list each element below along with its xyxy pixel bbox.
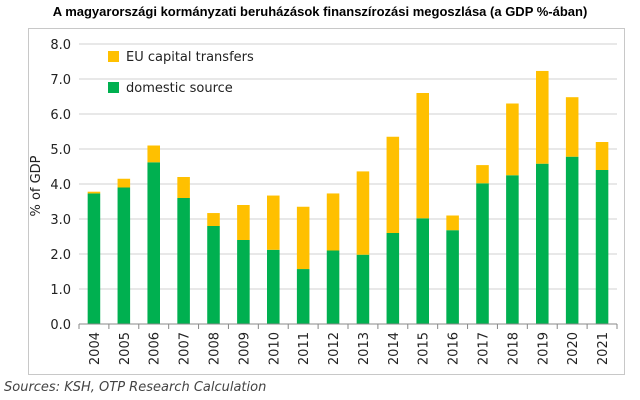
x-tick-label: 2017	[477, 332, 492, 365]
x-tick-label: 2009	[237, 332, 252, 365]
bar-eu-2008	[207, 213, 220, 226]
y-tick-label: 7.0	[50, 73, 71, 88]
bar-eu-2021	[595, 142, 609, 170]
bar-domestic-2013	[356, 254, 370, 324]
bar-eu-2009	[237, 205, 250, 240]
bar-domestic-2005	[117, 187, 131, 324]
bar-eu-2016	[446, 215, 459, 231]
bar-domestic-2019	[536, 163, 549, 324]
bar-domestic-2018	[506, 175, 519, 324]
x-tick-label: 2018	[506, 332, 521, 365]
legend-label: domestic source	[126, 81, 233, 96]
bar-domestic-2008	[207, 226, 220, 324]
bar-eu-2011	[296, 206, 310, 270]
x-tick-label: 2021	[596, 332, 611, 365]
source-note: Sources: KSH, OTP Research Calculation	[4, 380, 267, 395]
bar-eu-2006	[147, 145, 160, 163]
x-tick-label: 2012	[327, 332, 342, 365]
legend-label: EU capital transfers	[126, 50, 254, 65]
bar-eu-2014	[386, 136, 400, 233]
bar-domestic-2012	[326, 250, 340, 324]
bar-domestic-2010	[267, 249, 280, 324]
x-tick-label: 2016	[447, 332, 462, 365]
y-tick-label: 8.0	[50, 38, 71, 53]
y-tick-label: 5.0	[50, 143, 71, 158]
gridlines	[79, 43, 617, 290]
y-tick-label: 0.0	[50, 318, 71, 333]
chart-title: A magyarországi kormányzati beruházások …	[52, 4, 588, 19]
legend: EU capital transfers domestic source	[108, 50, 254, 96]
bar-eu-2015	[416, 93, 429, 219]
chart-frame	[28, 28, 625, 375]
bar-eu-2005	[117, 178, 131, 188]
y-axis-ticks: 0.0 1.0 2.0 3.0 4.0 5.0 6.0 7.0 8.0	[50, 38, 71, 333]
bar-domestic-2017	[476, 183, 489, 324]
bar-domestic-2006	[147, 162, 160, 324]
y-tick-label: 3.0	[50, 213, 71, 228]
bar-eu-2004	[87, 191, 101, 194]
bar-eu-2012	[326, 193, 340, 251]
legend-swatch	[108, 51, 119, 62]
bar-domestic-2021	[595, 170, 609, 324]
x-tick-label: 2014	[387, 332, 402, 365]
y-tick-label: 1.0	[50, 283, 71, 298]
x-tick-label: 2005	[118, 332, 133, 365]
y-tick-label: 6.0	[50, 108, 71, 123]
bar-eu-2013	[356, 171, 370, 255]
bar-eu-2019	[536, 70, 549, 164]
bar-eu-2018	[506, 103, 519, 176]
bar-domestic-2004	[87, 193, 101, 324]
bar-domestic-2020	[565, 156, 579, 324]
bar-eu-2017	[476, 165, 489, 184]
y-tick-label: 2.0	[50, 248, 71, 263]
legend-swatch	[108, 82, 119, 93]
bar-eu-2020	[565, 97, 579, 157]
x-tick-label: 2004	[88, 332, 103, 365]
x-tick-label: 2008	[208, 332, 223, 365]
y-tick-label: 4.0	[50, 178, 71, 193]
x-tick-label: 2006	[148, 332, 163, 365]
bar-domestic-2014	[386, 233, 400, 324]
x-tick-label: 2019	[536, 332, 551, 365]
bar-eu-2010	[267, 195, 280, 250]
bar-eu-2007	[177, 177, 190, 198]
bar-domestic-2009	[237, 240, 250, 324]
x-tick-label: 2010	[267, 332, 282, 365]
bars	[87, 70, 609, 324]
x-tick-label: 2011	[297, 332, 312, 365]
x-tick-label: 2015	[417, 332, 432, 365]
bar-domestic-2015	[416, 218, 429, 324]
bar-domestic-2007	[177, 198, 190, 324]
y-axis-label: % of GDP	[29, 155, 44, 216]
x-tick-label: 2020	[566, 332, 581, 365]
x-axis-ticks: 2004 2005 2006 2007 2008 2009 2010 2011 2012 2013…	[78, 324, 618, 365]
x-tick-label: 2007	[178, 332, 193, 365]
x-tick-label: 2013	[357, 332, 372, 365]
bar-domestic-2011	[296, 269, 310, 324]
bar-domestic-2016	[446, 230, 459, 324]
